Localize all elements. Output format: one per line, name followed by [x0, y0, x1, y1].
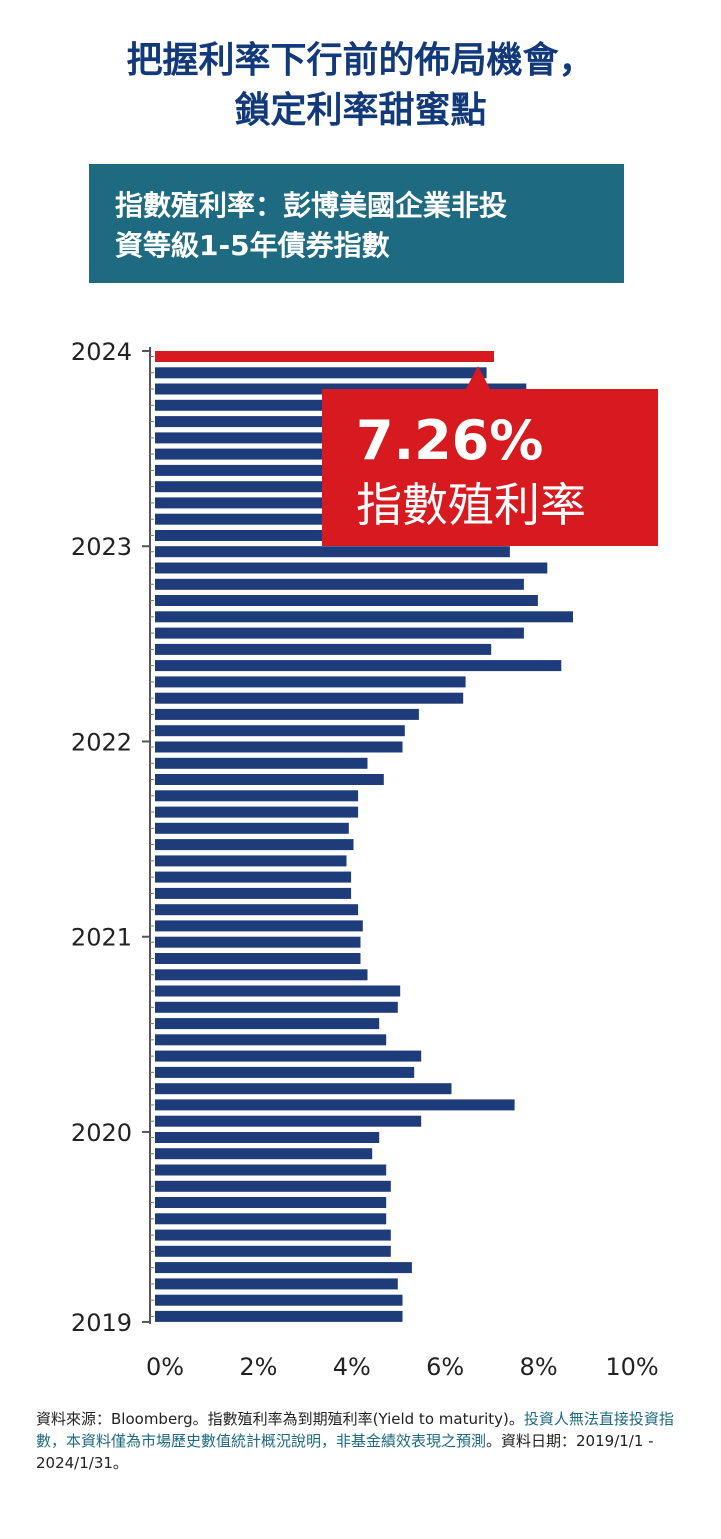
bar — [155, 839, 354, 851]
bar — [155, 774, 384, 785]
bar — [155, 1229, 391, 1241]
bar — [155, 741, 403, 753]
x-tick-label: 2% — [239, 1353, 277, 1381]
bar — [155, 643, 492, 655]
y-tick-label: 2022 — [71, 728, 132, 756]
bar — [155, 806, 359, 818]
bar — [155, 1018, 380, 1030]
bar-highlight — [155, 351, 494, 362]
bar — [155, 871, 352, 883]
bar — [155, 578, 524, 590]
x-tick-label: 6% — [426, 1353, 464, 1381]
subtitle-line-2: 資等級1-5年債券指數 — [115, 229, 390, 262]
bar — [155, 1164, 387, 1176]
bar — [155, 904, 359, 916]
bar — [155, 985, 401, 997]
y-tick-label: 2020 — [71, 1119, 132, 1147]
bar — [155, 757, 368, 769]
bar — [155, 790, 359, 802]
bar — [155, 1245, 391, 1257]
bar — [155, 1083, 452, 1095]
x-tick-labels: 0% 2% 4% 6% 8% 10% — [146, 1353, 659, 1381]
bar — [155, 1278, 398, 1290]
bar — [155, 562, 548, 574]
y-tick-labels: 2024 2023 2022 2021 2020 2019 — [71, 338, 132, 1337]
bar — [155, 692, 464, 704]
y-tick-label: 2019 — [71, 1309, 132, 1337]
bar — [155, 367, 487, 379]
bar — [155, 1050, 422, 1062]
bar — [155, 1213, 387, 1225]
bar — [155, 1262, 412, 1274]
y-axis — [142, 347, 154, 1324]
footnote: 資料來源：Bloomberg。指數殖利率為到期殖利率(Yield to matu… — [36, 1408, 696, 1474]
footnote-date: 。資料日期：2019/1/1 - 2024/1/31。 — [36, 1432, 654, 1472]
bar — [155, 1115, 422, 1127]
chart-title: 把握利率下行前的佈局機會， 鎖定利率甜蜜點 — [0, 36, 721, 136]
callout: 7.26% 指數殖利率 — [322, 366, 658, 546]
bar — [155, 887, 352, 899]
bar — [155, 855, 347, 867]
x-tick-label: 8% — [520, 1353, 558, 1381]
bar — [155, 936, 361, 948]
x-tick-label: 4% — [333, 1353, 371, 1381]
bar — [155, 1310, 403, 1322]
callout-value: 7.26% — [356, 409, 543, 472]
bar — [155, 595, 538, 606]
subtitle-line-1: 指數殖利率：彭博美國企業非投 — [115, 189, 508, 222]
bar — [155, 725, 405, 737]
y-tick-label: 2024 — [71, 338, 132, 366]
bar — [155, 920, 363, 932]
bar — [155, 1180, 391, 1192]
y-tick-label: 2023 — [71, 533, 132, 561]
bar — [155, 969, 368, 981]
x-tick-label: 0% — [146, 1353, 184, 1381]
bar — [155, 432, 487, 444]
subtitle-box: 指數殖利率：彭博美國企業非投 資等級1-5年債券指數 — [89, 164, 624, 283]
bar — [155, 953, 361, 964]
bar — [155, 708, 419, 720]
bar — [155, 660, 562, 672]
bar — [155, 1132, 380, 1143]
yield-bar-chart: 2024 2023 2022 2021 2020 2019 0% 2% 4% 6% 8% 10% 7… — [71, 338, 659, 1381]
bar — [155, 627, 524, 639]
title-line-2: 鎖定利率甜蜜點 — [234, 90, 487, 131]
bar — [155, 1001, 398, 1013]
bar — [155, 1294, 403, 1306]
bar — [155, 1197, 387, 1208]
y-tick-label: 2021 — [71, 924, 132, 952]
bar — [155, 1034, 387, 1046]
footnote-disclaimer: 投資人無法直接投資指數，本資料僅為市場歷史數值統計概況說明，非基金績效表現之預測 — [36, 1410, 674, 1450]
callout-pointer — [466, 366, 490, 389]
bar — [155, 546, 510, 558]
title-line-1: 把握利率下行前的佈局機會， — [126, 40, 595, 81]
footnote-source: 資料來源：Bloomberg。指數殖利率為到期殖利率(Yield to matu… — [36, 1410, 524, 1428]
callout-label: 指數殖利率 — [356, 478, 586, 532]
callout-box — [322, 389, 658, 546]
bar — [155, 1099, 515, 1111]
bar — [155, 1148, 373, 1160]
bar — [155, 676, 466, 688]
bar — [155, 611, 573, 623]
bar — [155, 1066, 415, 1078]
bar — [155, 822, 349, 834]
x-tick-label: 10% — [605, 1353, 658, 1381]
